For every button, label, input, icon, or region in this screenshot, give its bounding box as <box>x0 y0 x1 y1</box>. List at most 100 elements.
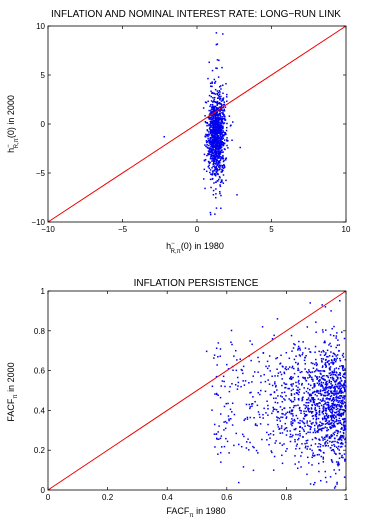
data-point <box>330 417 333 420</box>
data-point <box>212 121 214 124</box>
data-point <box>330 382 332 385</box>
data-point <box>340 380 343 382</box>
data-point <box>290 334 293 337</box>
data-point <box>296 467 299 470</box>
data-point <box>211 145 213 147</box>
data-point <box>325 420 328 422</box>
data-point <box>209 116 211 118</box>
data-point <box>289 430 291 432</box>
data-point <box>208 153 211 156</box>
data-point <box>334 425 336 428</box>
data-point <box>222 135 224 138</box>
data-point <box>211 146 214 149</box>
data-point <box>217 152 220 154</box>
data-point <box>216 145 219 148</box>
data-point <box>206 122 208 124</box>
data-point <box>208 144 210 147</box>
data-point <box>318 409 321 412</box>
data-point <box>322 404 325 406</box>
y-tick-label: −10 <box>31 218 45 227</box>
data-point <box>226 122 228 125</box>
data-point <box>213 165 216 167</box>
data-point <box>309 448 311 450</box>
data-point <box>316 382 319 384</box>
x-axis-label-sub: π <box>189 513 193 519</box>
data-point <box>318 414 320 416</box>
data-point <box>317 369 319 372</box>
data-point <box>212 150 214 152</box>
data-point <box>326 417 329 419</box>
data-point <box>293 358 296 361</box>
x-tick-label: −5 <box>118 225 128 234</box>
data-point <box>277 417 279 419</box>
data-point <box>330 434 333 436</box>
data-point <box>206 144 208 146</box>
data-point <box>285 412 287 415</box>
data-point <box>290 394 293 397</box>
data-point <box>297 362 299 365</box>
data-point <box>275 440 277 442</box>
data-point <box>241 433 244 436</box>
data-point <box>322 370 324 372</box>
data-point <box>284 367 286 370</box>
data-point <box>337 414 340 416</box>
x-axis-label: h− R,π(0) in 1980 <box>166 241 224 255</box>
data-point <box>223 380 225 383</box>
data-point <box>210 90 212 93</box>
data-point <box>293 397 296 399</box>
data-point <box>329 405 332 408</box>
data-point <box>326 361 329 364</box>
data-point <box>303 359 306 362</box>
data-point <box>339 388 342 390</box>
data-point <box>310 393 312 395</box>
data-point <box>305 370 308 373</box>
data-point <box>336 332 338 334</box>
data-point <box>315 417 318 420</box>
data-point <box>312 400 315 402</box>
data-point <box>278 417 281 420</box>
data-point <box>216 156 219 158</box>
data-point <box>212 193 215 196</box>
data-point <box>295 427 297 430</box>
data-point <box>304 368 306 370</box>
data-point <box>298 447 301 450</box>
data-point <box>305 390 308 393</box>
data-point <box>249 392 251 394</box>
data-point <box>215 136 218 139</box>
data-point <box>214 163 216 165</box>
data-point <box>325 414 328 417</box>
data-point <box>215 392 218 395</box>
data-point <box>342 443 344 445</box>
data-point <box>213 110 216 112</box>
data-point <box>321 385 324 388</box>
data-point <box>332 416 335 418</box>
data-point <box>214 115 216 117</box>
data-point <box>218 90 221 92</box>
data-point <box>295 381 297 384</box>
data-point <box>307 401 309 404</box>
data-point <box>210 151 212 153</box>
data-point <box>304 415 306 417</box>
data-point <box>333 370 336 372</box>
data-point <box>213 160 216 162</box>
data-point <box>243 419 245 422</box>
data-point <box>317 427 319 429</box>
data-point <box>289 406 291 409</box>
data-point <box>311 371 314 373</box>
data-point <box>329 366 332 368</box>
data-point <box>335 359 337 361</box>
data-point <box>344 458 346 461</box>
y-tick-label: 0.6 <box>34 367 46 376</box>
data-point <box>212 119 214 122</box>
data-point <box>220 131 223 134</box>
data-point <box>312 397 315 400</box>
data-point <box>222 92 224 95</box>
data-point <box>285 368 288 371</box>
data-point <box>341 426 343 429</box>
data-point <box>338 400 341 402</box>
data-point <box>208 147 211 150</box>
data-point <box>333 411 336 414</box>
data-point <box>336 390 338 392</box>
data-point <box>331 425 333 427</box>
data-point <box>297 363 299 366</box>
